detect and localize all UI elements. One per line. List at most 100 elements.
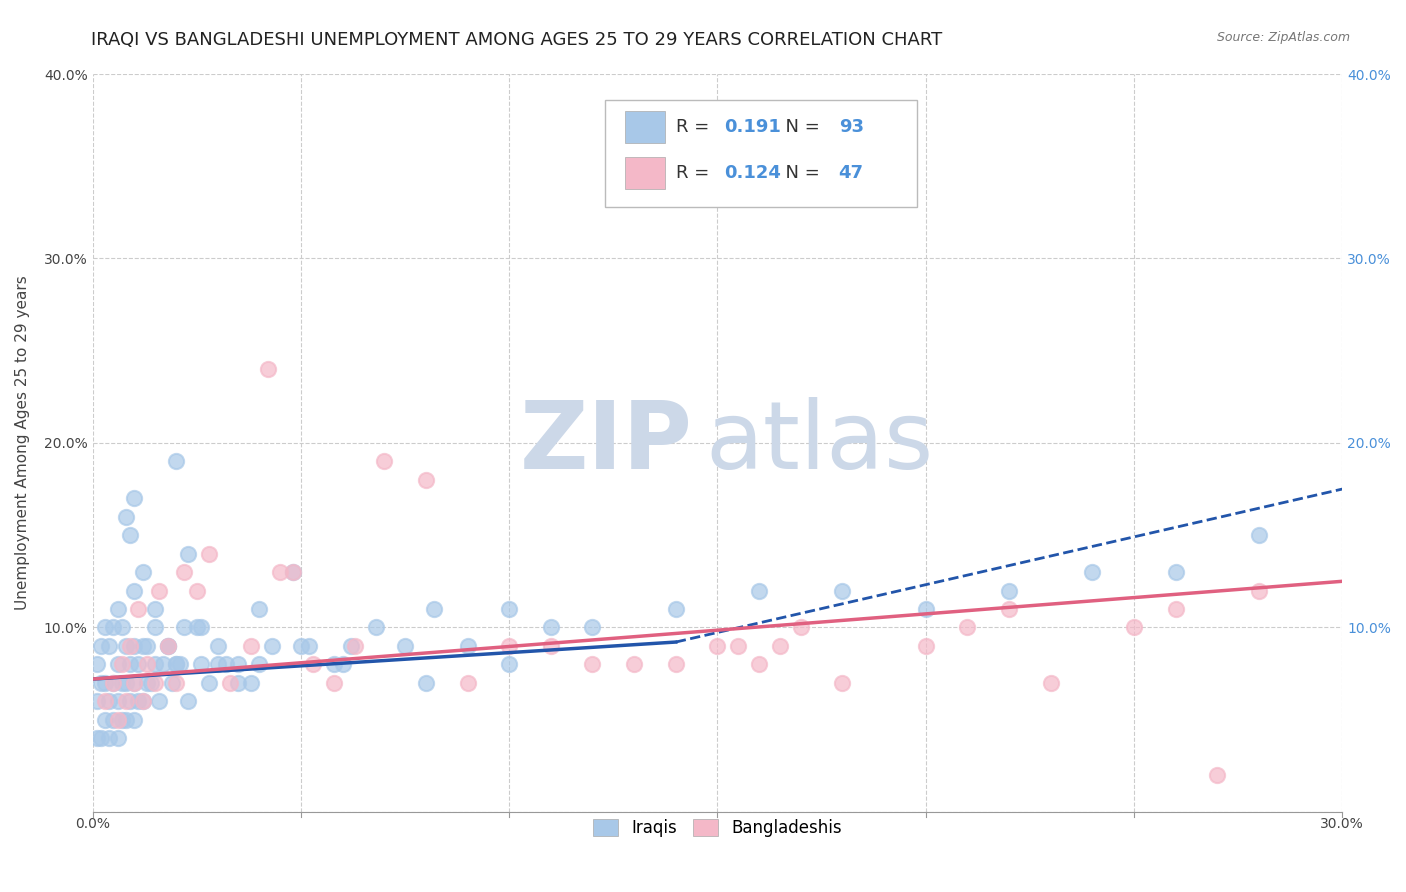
Point [1206,768,1229,782]
Point [498,657,520,672]
Point [998,602,1021,616]
Point [111,713,134,727]
Point [302,657,325,672]
Point [120,528,142,542]
Point [332,657,354,672]
FancyBboxPatch shape [605,100,917,207]
Point [323,675,346,690]
Point [1123,620,1146,634]
Point [956,620,979,634]
Point [115,694,138,708]
Point [1164,602,1187,616]
Point [165,675,187,690]
Point [165,657,187,672]
Point [127,602,149,616]
Point [190,620,212,634]
Point [111,675,134,690]
Point [165,454,187,468]
Point [581,620,603,634]
Point [260,639,283,653]
Point [94,620,117,634]
Point [156,639,179,653]
Point [156,639,179,653]
Point [115,675,138,690]
Point [281,565,304,579]
Point [169,657,191,672]
Point [90,639,112,653]
Point [623,657,645,672]
Point [914,639,936,653]
Point [498,639,520,653]
Point [344,639,367,653]
Point [215,657,238,672]
Point [143,675,166,690]
Y-axis label: Unemployment Among Ages 25 to 29 years: Unemployment Among Ages 25 to 29 years [15,276,30,610]
Point [139,675,162,690]
Point [1164,565,1187,579]
Point [190,657,212,672]
Point [173,565,195,579]
Point [998,583,1021,598]
Point [290,639,312,653]
Point [103,675,125,690]
Point [207,639,229,653]
Point [127,694,149,708]
Point [373,454,395,468]
Point [135,657,157,672]
Point [831,675,853,690]
Point [198,675,221,690]
Point [115,509,138,524]
Point [86,731,108,745]
Point [1247,528,1270,542]
Point [323,657,346,672]
Point [281,565,304,579]
Point [124,675,146,690]
Point [124,675,146,690]
Point [457,675,479,690]
Point [198,547,221,561]
Point [1247,583,1270,598]
Point [94,675,117,690]
Point [148,694,170,708]
Point [228,675,250,690]
Text: R =: R = [676,118,716,136]
Point [111,657,134,672]
Point [90,731,112,745]
Point [143,620,166,634]
Point [207,657,229,672]
Point [247,602,270,616]
Point [239,675,262,690]
Point [135,675,157,690]
Point [665,657,688,672]
Point [298,639,321,653]
Point [107,694,129,708]
Point [107,602,129,616]
Point [124,583,146,598]
Point [152,657,174,672]
Point [1081,565,1104,579]
Point [269,565,291,579]
Point [748,583,770,598]
Point [124,491,146,506]
Point [165,657,187,672]
Text: N =: N = [773,164,825,182]
Point [177,547,200,561]
Point [156,639,179,653]
Point [135,639,157,653]
Point [103,620,125,634]
Point [239,639,262,653]
Point [769,639,792,653]
Point [98,639,121,653]
Point [415,675,437,690]
FancyBboxPatch shape [626,157,665,189]
Point [131,639,153,653]
Point [160,675,183,690]
Point [748,657,770,672]
Text: Source: ZipAtlas.com: Source: ZipAtlas.com [1216,31,1350,45]
Point [120,639,142,653]
Text: 0.191: 0.191 [724,118,780,136]
Point [115,639,138,653]
Point [94,713,117,727]
Legend: Iraqis, Bangladeshis: Iraqis, Bangladeshis [586,813,849,844]
FancyBboxPatch shape [626,111,665,144]
